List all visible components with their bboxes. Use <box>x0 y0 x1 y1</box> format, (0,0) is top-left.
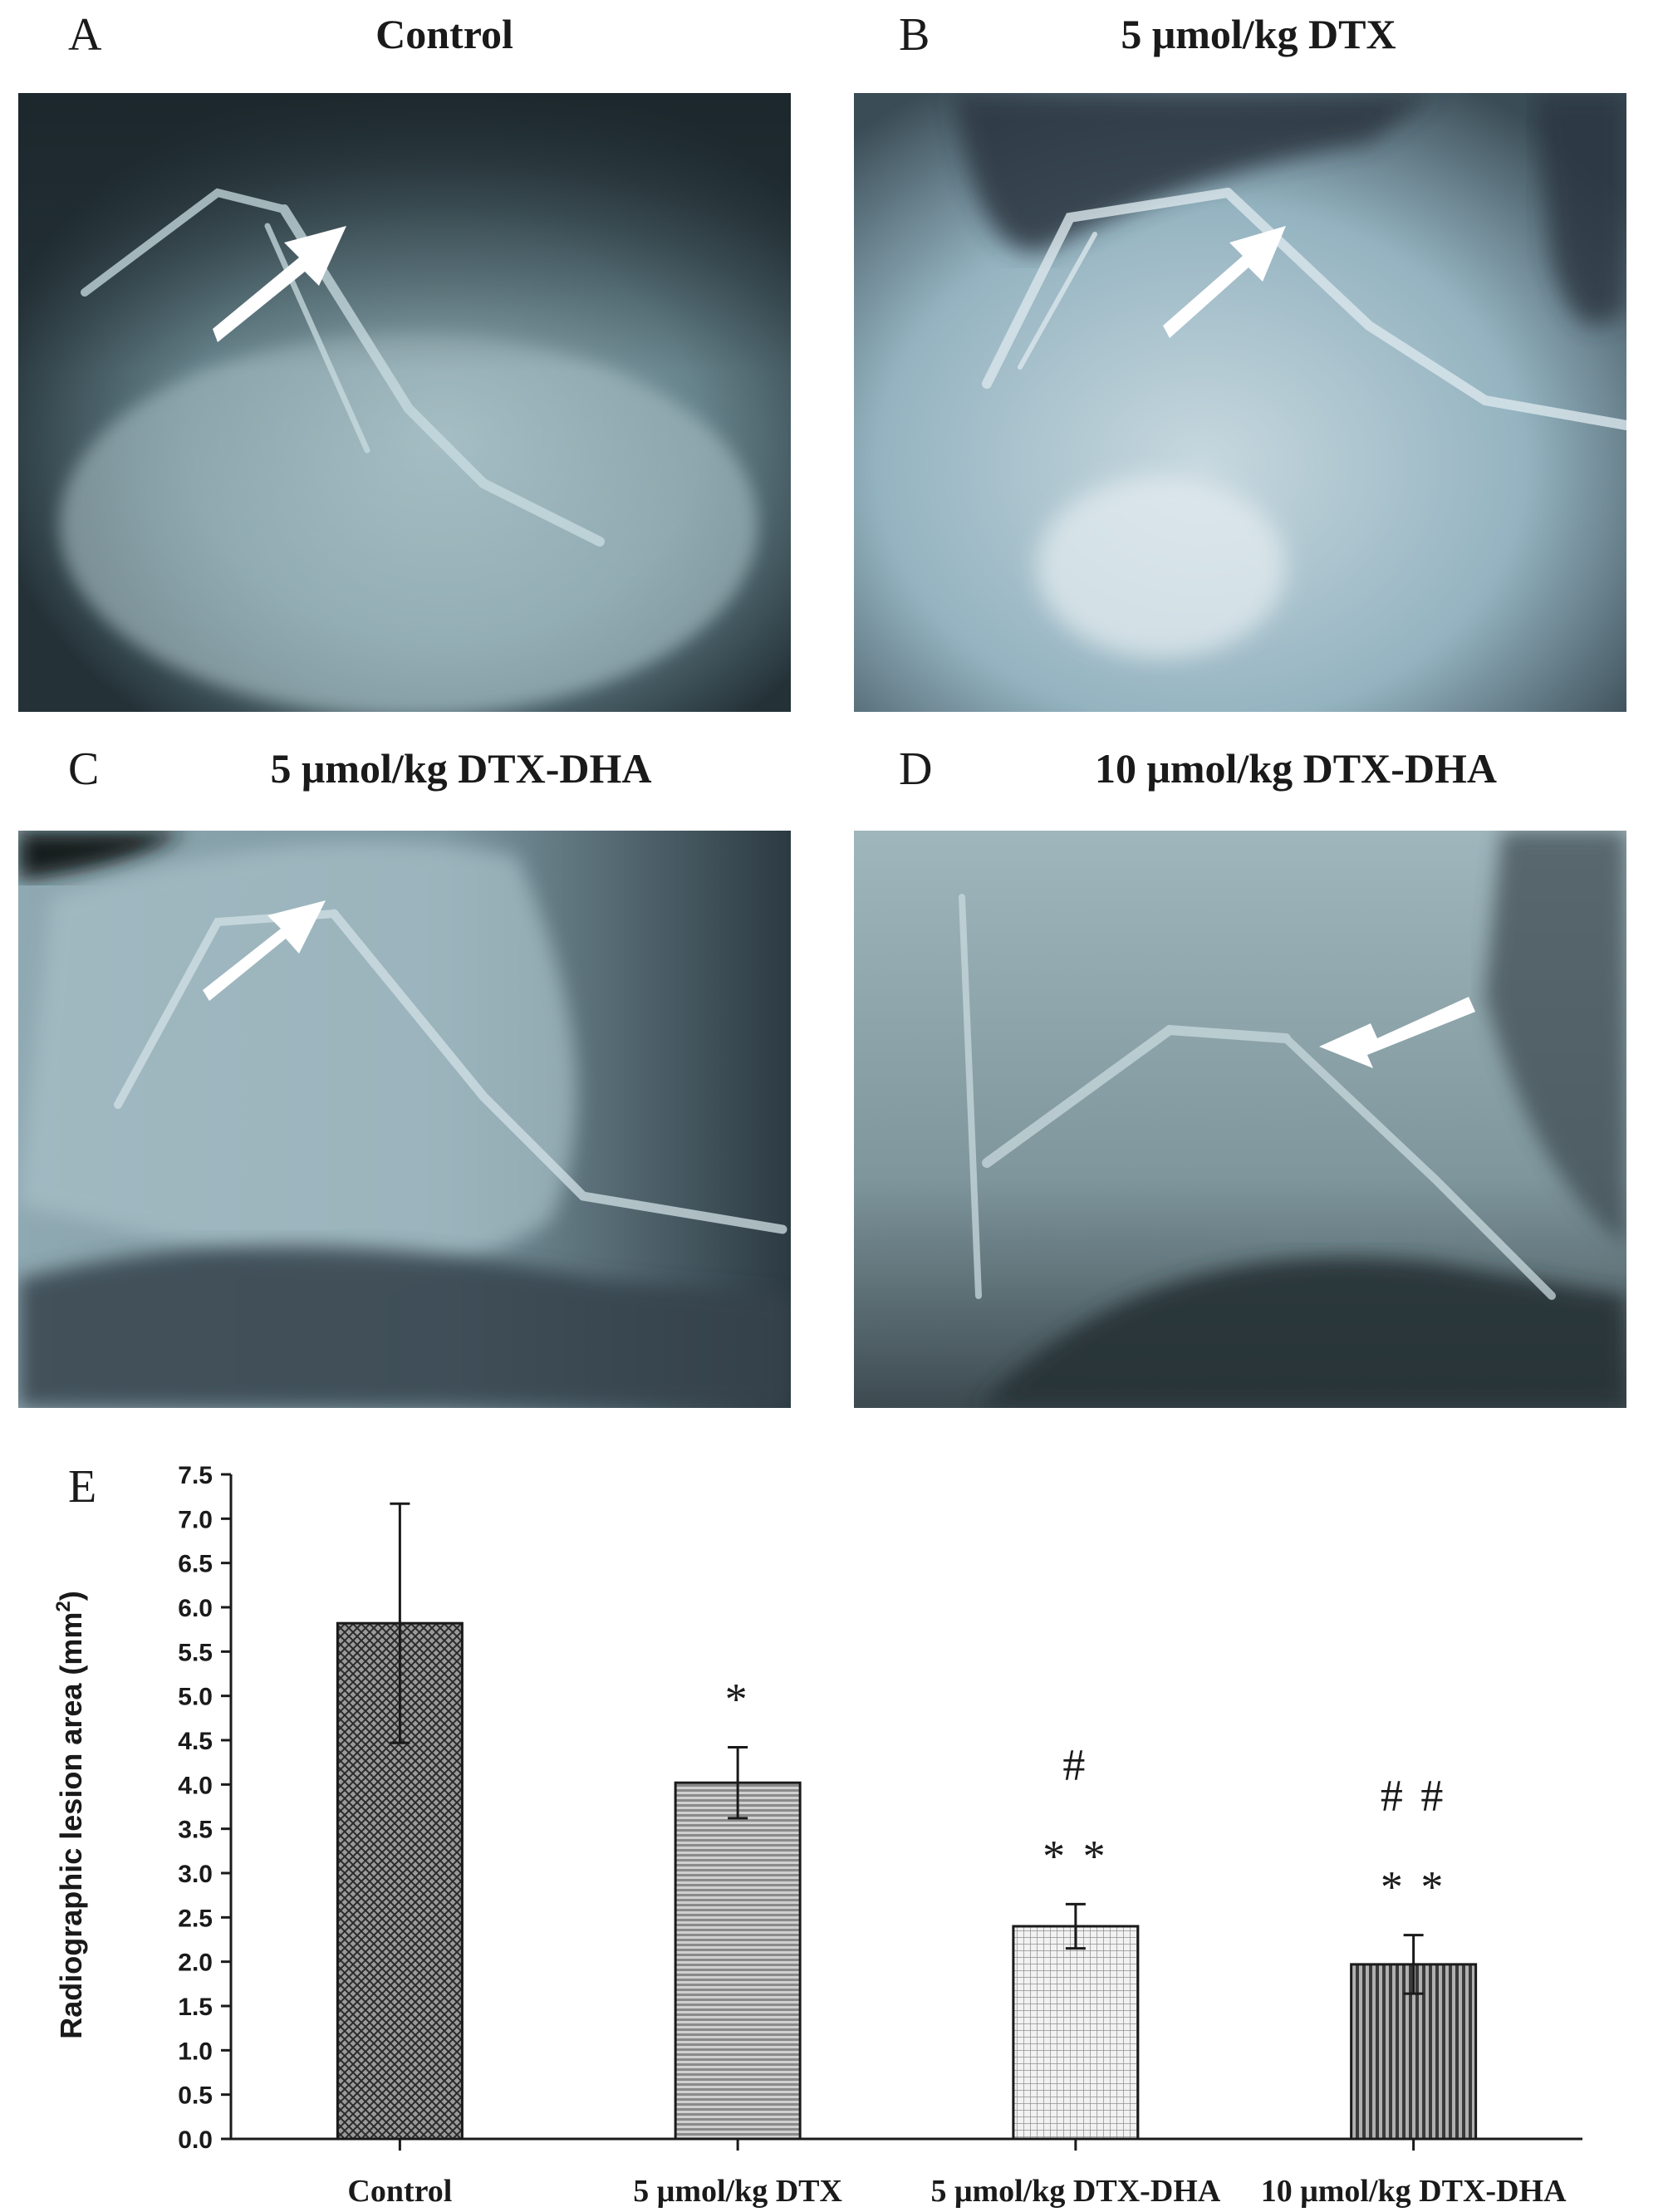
y-axis-label-close: ) <box>54 1591 88 1601</box>
panel-title-d: 10 μmol/kg DTX-DHA <box>1095 745 1497 792</box>
bar-chart: E Radiographic lesion area (mm2) 0.0 0.5 1… <box>52 1461 1582 2209</box>
y-tick-label: 7.5 <box>178 1462 213 1489</box>
significance-marker: * * <box>1381 1862 1447 1912</box>
significance-marker: # <box>1062 1739 1088 1789</box>
y-tick-label: 1.5 <box>178 1994 213 2021</box>
panel-letter-a: A <box>68 9 102 61</box>
panel-letter-b: B <box>899 9 930 61</box>
x-tick-label: 5 μmol/kg DTX-DHA <box>930 2174 1220 2209</box>
y-axis-label-text: Radiographic lesion area (mm <box>54 1612 88 2039</box>
y-axis-label: Radiographic lesion area (mm2) <box>52 1591 88 2039</box>
x-tick-label: 10 μmol/kg DTX-DHA <box>1261 2174 1567 2209</box>
y-tick-label: 6.5 <box>178 1551 213 1578</box>
y-tick-label: 0.0 <box>178 2126 213 2154</box>
y-tick-label: 0.5 <box>178 2082 213 2110</box>
y-tick-label: 5.0 <box>178 1684 213 1711</box>
radiograph-dtx-dha-10 <box>854 831 1626 1408</box>
y-tick-label: 5.5 <box>178 1639 213 1666</box>
radiograph-control <box>18 93 791 712</box>
bar <box>1012 1925 1140 2141</box>
y-tick-label: 7.0 <box>178 1506 213 1533</box>
y-tick-label: 4.0 <box>178 1772 213 1799</box>
significance-marker: # # <box>1381 1771 1447 1821</box>
x-tick-label: 5 μmol/kg DTX <box>633 2174 842 2209</box>
radiograph-dtx <box>854 93 1626 712</box>
y-tick-label: 6.0 <box>178 1595 213 1622</box>
y-tick-label: 1.0 <box>178 2038 213 2065</box>
bar <box>674 1781 802 2141</box>
y-tick-label: 2.0 <box>178 1950 213 1977</box>
y-tick-label: 4.5 <box>178 1728 213 1755</box>
y-tick-label: 3.0 <box>178 1861 213 1888</box>
significance-marker: * * <box>1042 1831 1109 1881</box>
significance-marker: * <box>725 1675 751 1724</box>
y-tick-label: 3.5 <box>178 1817 213 1844</box>
panel-letter-e: E <box>68 1461 96 1513</box>
panel-letter-d: D <box>899 743 933 795</box>
panel-title-c: 5 μmol/kg DTX-DHA <box>270 745 652 792</box>
y-tick-label: 2.5 <box>178 1905 213 1932</box>
y-axis-label-superscript: 2 <box>52 1601 75 1611</box>
panel-title-a: Control <box>375 11 513 57</box>
x-tick-label: Control <box>347 2174 452 2209</box>
radiograph-dtx-dha-5 <box>18 831 791 1408</box>
panel-letter-c: C <box>68 743 100 795</box>
panel-title-b: 5 μmol/kg DTX <box>1121 11 1396 57</box>
